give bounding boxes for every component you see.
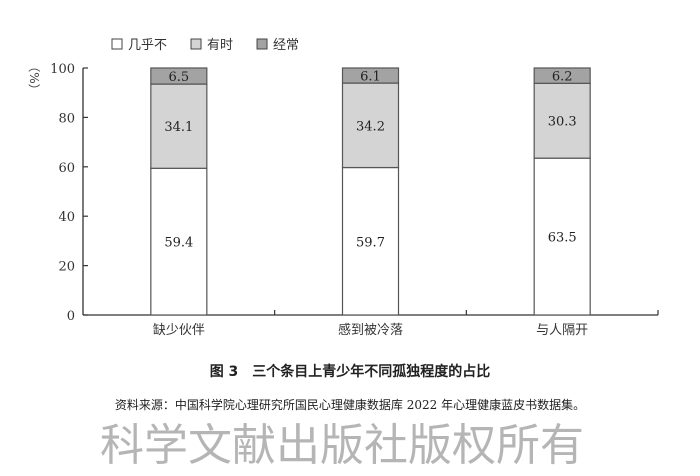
source-note: 资料来源：中国科学院心理研究所国民心理健康数据库 2022 年心理健康蓝皮书数据… [114, 398, 586, 412]
category-label: 缺少伙伴 [153, 323, 205, 338]
y-tick-label: 0 [67, 309, 75, 324]
bar-segment [150, 167, 208, 316]
legend-swatch [256, 38, 268, 50]
data-label: 34.1 [164, 120, 193, 135]
data-label: 59.4 [164, 236, 193, 251]
y-axis-label: （%） [27, 60, 41, 95]
bar-segment [150, 67, 208, 85]
figure-caption: 图 3 三个条目上青少年不同孤独程度的占比 [209, 364, 491, 380]
legend-label: 经常 [273, 38, 299, 53]
bar-segment [533, 82, 591, 159]
bar-segment [533, 67, 591, 84]
y-tick-label: 60 [58, 161, 75, 176]
data-label: 30.3 [548, 115, 577, 130]
legend-swatch [190, 38, 202, 50]
bar-segment [150, 83, 208, 169]
data-label: 59.7 [356, 235, 385, 250]
bar-segment [341, 166, 400, 316]
y-tick-label: 100 [50, 62, 75, 77]
bar-segment [341, 67, 400, 84]
category-label: 感到被冷落 [338, 322, 403, 338]
category-label: 与人隔开 [536, 323, 588, 338]
legend-label: 有时 [207, 38, 233, 53]
data-label: 6.5 [168, 70, 189, 85]
legend-label: 几乎不 [128, 38, 167, 53]
y-tick-label: 80 [58, 111, 75, 126]
data-label: 6.1 [360, 70, 381, 85]
data-label: 63.5 [548, 231, 577, 246]
watermark: 科学文献出版社版权所有 [100, 420, 584, 471]
data-label: 6.2 [552, 70, 573, 85]
stacked-bar-chart: 0 20 40 60 80 100 （%） 59.4 34.1 6.5 缺少伙伴 59.7 34.2 6.… [27, 38, 659, 338]
bar-segment [341, 82, 400, 169]
y-tick-label: 20 [58, 260, 75, 275]
y-tick-label: 40 [58, 210, 75, 225]
bar-segment [533, 157, 591, 316]
data-label: 34.2 [356, 119, 385, 134]
legend-swatch [111, 38, 123, 50]
